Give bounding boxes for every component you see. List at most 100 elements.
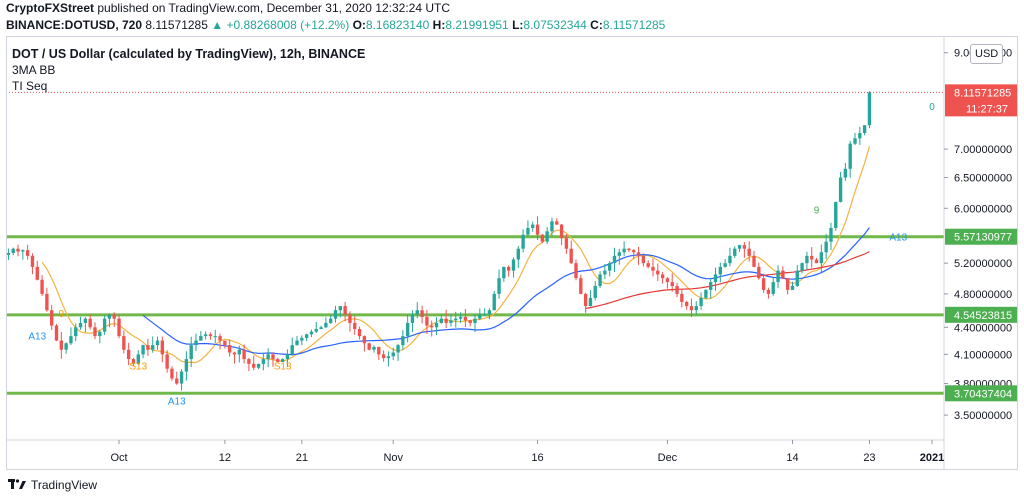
candle[interactable] — [88, 314, 92, 330]
candle[interactable] — [232, 351, 237, 364]
candle[interactable] — [752, 250, 756, 268]
candle[interactable] — [593, 281, 597, 301]
candle[interactable] — [824, 233, 828, 260]
footer-brand[interactable]: TradingView — [31, 478, 98, 492]
candle[interactable] — [348, 311, 352, 332]
candle[interactable] — [415, 302, 419, 319]
candle[interactable] — [54, 323, 59, 342]
candle[interactable] — [733, 246, 737, 259]
candle[interactable] — [660, 271, 665, 284]
candle[interactable] — [78, 316, 83, 330]
candle[interactable] — [386, 351, 391, 367]
candle[interactable] — [319, 325, 323, 330]
candle[interactable] — [194, 333, 198, 352]
candle[interactable] — [69, 327, 73, 346]
candle[interactable] — [165, 350, 169, 373]
candle[interactable] — [107, 313, 112, 328]
candle[interactable] — [612, 247, 617, 273]
candle[interactable] — [776, 265, 780, 289]
candle[interactable] — [709, 278, 713, 299]
candle[interactable] — [266, 348, 270, 368]
candle[interactable] — [131, 357, 136, 366]
candle[interactable] — [632, 248, 636, 259]
candle[interactable] — [256, 363, 261, 370]
candle[interactable] — [74, 323, 78, 342]
candle[interactable] — [497, 269, 501, 299]
candle[interactable] — [843, 163, 848, 181]
candle[interactable] — [858, 126, 862, 145]
candle[interactable] — [93, 322, 97, 340]
candle[interactable] — [641, 253, 646, 267]
candle[interactable] — [785, 278, 790, 295]
candle[interactable] — [502, 266, 506, 282]
candle[interactable] — [608, 261, 612, 277]
candle[interactable] — [829, 222, 833, 251]
candle[interactable] — [304, 333, 309, 342]
candle[interactable] — [559, 224, 564, 246]
candle[interactable] — [16, 244, 20, 257]
candle[interactable] — [50, 305, 54, 331]
candle[interactable] — [622, 241, 626, 257]
candle[interactable] — [473, 314, 477, 333]
candle[interactable] — [45, 287, 49, 312]
candle[interactable] — [550, 217, 554, 237]
candle[interactable] — [867, 91, 872, 129]
candle[interactable] — [853, 132, 857, 145]
candle[interactable] — [617, 248, 621, 265]
candle[interactable] — [742, 241, 747, 258]
candle[interactable] — [723, 259, 727, 268]
candle[interactable] — [227, 339, 232, 357]
candle[interactable] — [372, 345, 376, 353]
candle[interactable] — [401, 330, 405, 350]
candle[interactable] — [122, 330, 126, 354]
candle[interactable] — [40, 275, 44, 297]
candle[interactable] — [218, 333, 222, 350]
candle[interactable] — [184, 351, 189, 381]
candle[interactable] — [83, 317, 88, 333]
candle[interactable] — [800, 262, 804, 274]
candle[interactable] — [6, 248, 11, 261]
candle[interactable] — [309, 329, 314, 338]
candle[interactable] — [680, 288, 684, 308]
candle[interactable] — [362, 335, 367, 352]
candle[interactable] — [141, 344, 145, 359]
candle[interactable] — [704, 289, 708, 300]
candle[interactable] — [848, 140, 852, 178]
candle[interactable] — [790, 281, 795, 290]
candle[interactable] — [136, 350, 140, 365]
candle[interactable] — [814, 257, 819, 264]
candle[interactable] — [151, 336, 155, 353]
candle[interactable] — [535, 216, 540, 241]
candle[interactable] — [458, 312, 463, 323]
candle[interactable] — [333, 305, 338, 323]
candle[interactable] — [338, 305, 342, 318]
candle[interactable] — [367, 342, 371, 351]
candle[interactable] — [555, 218, 559, 225]
candle[interactable] — [454, 311, 458, 328]
candle[interactable] — [213, 329, 217, 343]
candle[interactable] — [574, 259, 578, 281]
candle[interactable] — [252, 355, 256, 371]
candle[interactable] — [126, 342, 131, 366]
candle[interactable] — [208, 332, 213, 340]
candle[interactable] — [771, 276, 775, 296]
indicator-ti-seq[interactable]: TI Seq — [12, 79, 48, 93]
candle[interactable] — [175, 371, 179, 385]
candle[interactable] — [98, 330, 102, 344]
candle[interactable] — [718, 262, 723, 283]
candle[interactable] — [295, 336, 299, 346]
candle[interactable] — [583, 292, 588, 313]
indicator-3ma-bb[interactable]: 3MA BB — [12, 63, 56, 77]
candle[interactable] — [117, 314, 121, 339]
candle[interactable] — [665, 277, 670, 289]
candle[interactable] — [810, 247, 814, 268]
candle[interactable] — [146, 338, 150, 356]
candle[interactable] — [444, 309, 448, 329]
candle[interactable] — [247, 357, 251, 372]
candle[interactable] — [506, 265, 511, 277]
candle[interactable] — [434, 317, 439, 335]
candle[interactable] — [766, 287, 771, 299]
candle[interactable] — [30, 253, 35, 275]
candle[interactable] — [684, 300, 689, 310]
candle[interactable] — [353, 316, 357, 335]
